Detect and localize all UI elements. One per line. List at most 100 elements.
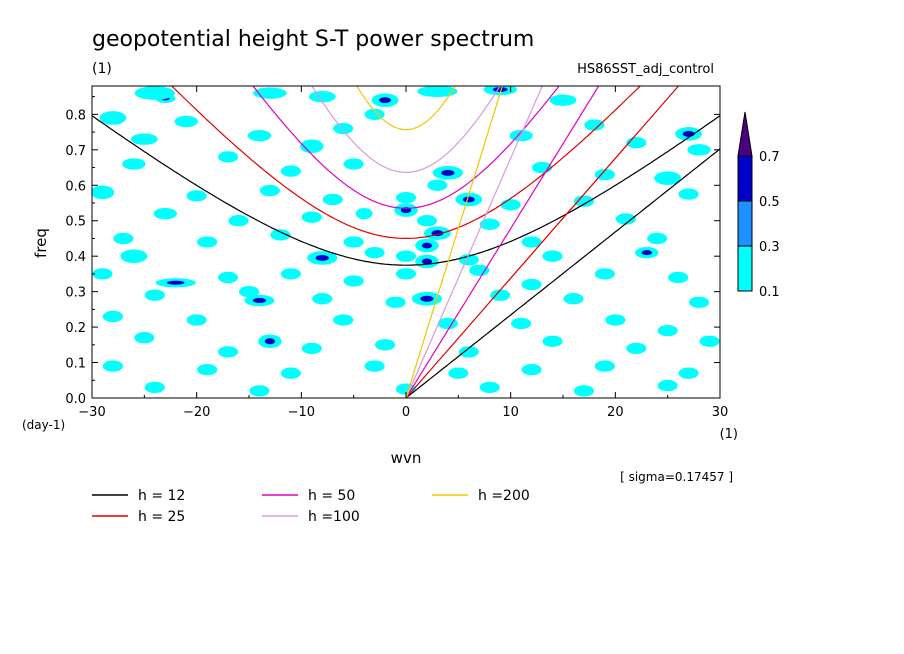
power-blob	[542, 250, 563, 262]
legend: h = 12 h = 50 h =200 h = 25 h =100	[92, 488, 530, 525]
x-axis-title: wvn	[391, 449, 422, 467]
power-blob	[657, 379, 678, 392]
y-unit-label: (day-1)	[22, 418, 65, 432]
power-blob	[228, 215, 249, 227]
power-blob	[549, 94, 577, 106]
power-blob	[280, 165, 301, 177]
colorbar-label: 0.5	[759, 195, 780, 210]
power-blob	[594, 360, 615, 372]
power-blob	[511, 317, 532, 330]
colorbar-segment	[737, 200, 753, 247]
y-tick-label: 0.3	[65, 286, 86, 301]
power-blob	[594, 268, 615, 280]
power-blob	[197, 236, 218, 248]
power-blob	[153, 207, 177, 220]
power-blob	[218, 271, 239, 284]
power-blob	[417, 86, 458, 97]
power-blob	[92, 268, 113, 280]
power-blob	[479, 381, 500, 394]
power-blob	[343, 275, 364, 287]
dispersion-curves	[92, 86, 720, 398]
y-tick-label: 0.2	[65, 321, 86, 336]
power-blob	[490, 289, 511, 301]
y-tick-label: 0.6	[65, 179, 86, 194]
power-blob-core	[315, 254, 329, 261]
power-blob	[395, 250, 417, 262]
power-blob	[280, 367, 301, 379]
power-blob	[678, 188, 699, 200]
power-blob	[573, 195, 594, 207]
colorbar-label: 0.1	[759, 285, 780, 300]
power-blob	[333, 314, 354, 326]
power-blob	[144, 289, 165, 301]
power-blob	[312, 293, 333, 305]
power-blob	[395, 268, 417, 280]
power-blob	[102, 360, 123, 372]
power-blob	[186, 190, 207, 202]
power-blob-core	[264, 338, 276, 345]
power-blob	[102, 310, 123, 323]
colorbar-triangle	[737, 111, 753, 157]
dispersion-curve	[405, 148, 720, 398]
power-blob	[678, 367, 699, 379]
power-blob	[300, 139, 324, 154]
power-blob	[687, 144, 711, 156]
power-blob	[521, 278, 542, 291]
power-blob	[333, 122, 354, 135]
power-blob	[134, 332, 155, 344]
dispersion-curve	[170, 86, 642, 239]
power-blob	[668, 271, 689, 284]
power-blob	[186, 314, 207, 326]
power-blob-core	[462, 196, 475, 203]
x-tick-label: −30	[78, 405, 105, 420]
y-tick-label: 0.5	[65, 215, 86, 230]
power-blob	[364, 246, 385, 259]
power-blob	[238, 285, 260, 298]
power-blob	[563, 293, 584, 305]
power-blob	[385, 296, 406, 308]
power-blob-core	[421, 258, 433, 265]
power-blob	[532, 161, 553, 174]
colorbar-segment	[737, 245, 753, 292]
power-blob	[605, 314, 626, 326]
power-blob	[364, 360, 385, 372]
power-blob	[689, 296, 710, 308]
y-axis: 0.0 0.1 0.2 0.3 0.4 0.5 0.6 0.7 0.8	[65, 96, 720, 407]
y-tick-label: 0.4	[65, 250, 86, 265]
power-blob	[542, 335, 563, 347]
colorbar: 0.1 0.3 0.5 0.7	[737, 111, 780, 300]
dispersion-curve	[356, 86, 456, 131]
power-blob	[479, 218, 500, 230]
power-blob	[458, 346, 479, 358]
power-blob	[615, 213, 636, 225]
x-tick-label: 0	[402, 405, 410, 420]
power-blob-core	[166, 280, 185, 285]
x-tick-label: 30	[712, 405, 729, 420]
dispersion-curve	[405, 86, 543, 398]
x-tick-label: −10	[288, 405, 315, 420]
power-blob	[197, 363, 218, 376]
x-unit-label: (1)	[720, 427, 738, 442]
power-blob	[448, 367, 469, 379]
legend-label: h =100	[308, 509, 360, 525]
power-blob	[174, 115, 198, 128]
sigma-note: [ sigma=0.17457 ]	[620, 470, 733, 484]
power-blob	[395, 192, 417, 204]
power-blob	[301, 342, 322, 355]
dispersion-curve	[92, 115, 720, 266]
power-blob	[500, 199, 521, 211]
power-blob	[657, 324, 678, 337]
power-blob-core	[441, 169, 455, 176]
y-tick-label: 0.7	[65, 144, 86, 159]
power-blob	[301, 211, 322, 223]
plot-frame	[91, 85, 721, 399]
power-blob	[218, 346, 239, 358]
power-blob	[130, 133, 158, 145]
y-tick-label: 0.0	[65, 392, 86, 407]
x-tick-label: −20	[183, 405, 210, 420]
colorbar-label: 0.3	[759, 240, 780, 255]
power-blob	[259, 184, 280, 197]
power-blob	[343, 236, 364, 248]
x-tick-label: 10	[502, 405, 519, 420]
